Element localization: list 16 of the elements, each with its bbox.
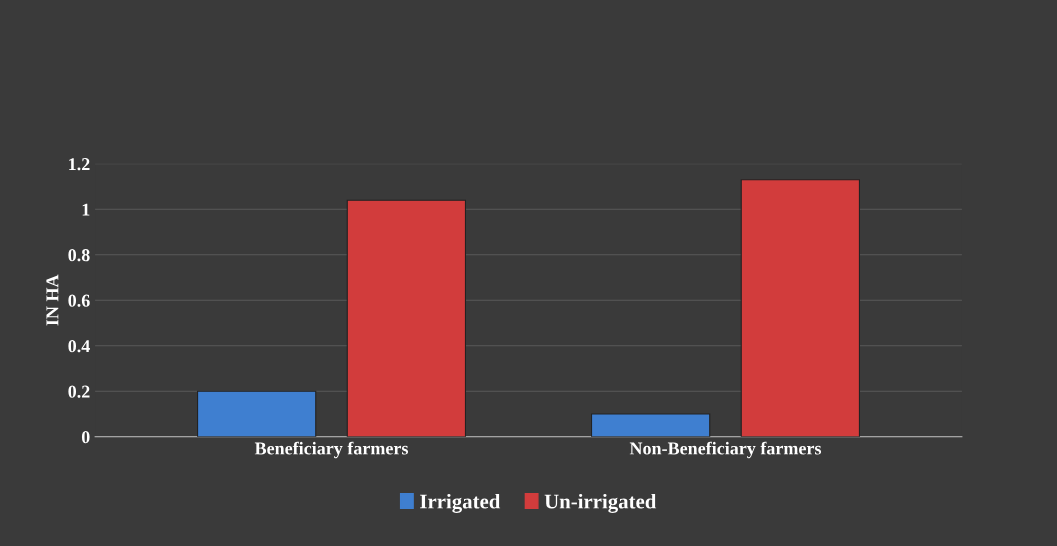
- bar: [740, 179, 860, 437]
- x-tick-label: Non-Beneficiary farmers: [629, 441, 822, 459]
- y-tick-label: 0.8: [68, 249, 90, 262]
- y-tick-label: 1: [82, 203, 90, 216]
- legend-label: Un-irrigated: [544, 493, 657, 513]
- y-tick-label: 1.2: [69, 158, 90, 171]
- bar: [590, 413, 711, 437]
- y-tick-label: 0.6: [68, 294, 90, 307]
- y-tick-label: 0.2: [68, 385, 90, 398]
- bar: [197, 390, 317, 437]
- y-tick-label: 0: [81, 431, 90, 444]
- bar: [346, 199, 467, 437]
- y-tick-label: 0.4: [68, 340, 90, 353]
- legend-label: Irrigated: [420, 493, 501, 513]
- x-tick-label: Beneficiary farmers: [254, 441, 409, 459]
- y-axis-title: IN HA: [46, 274, 59, 326]
